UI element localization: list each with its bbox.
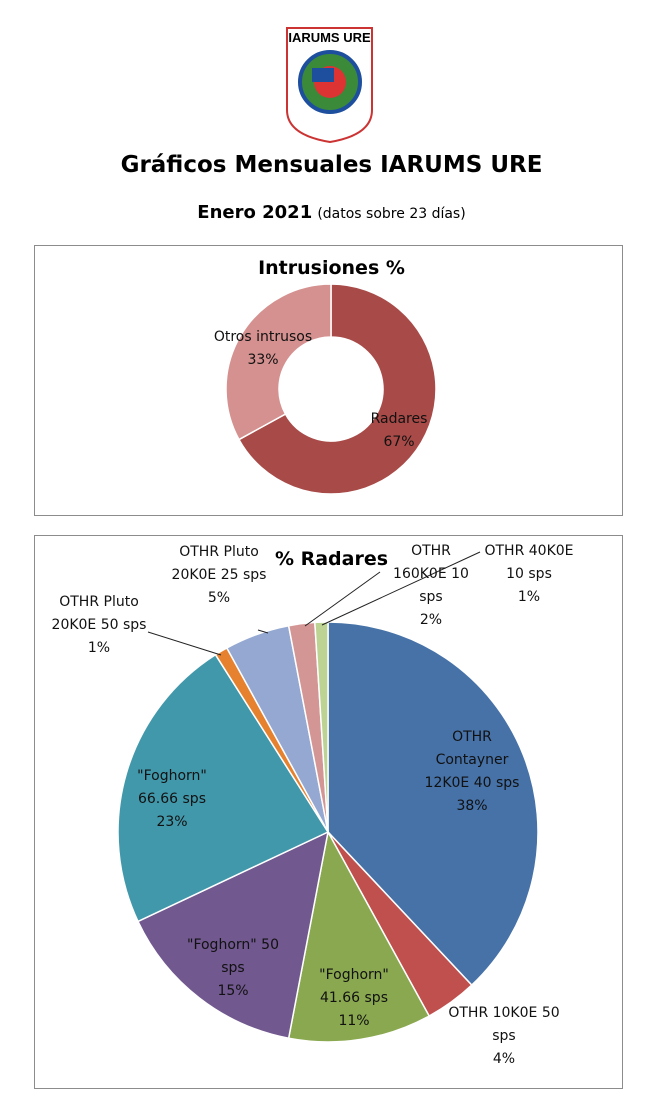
category-label: OTHR Pluto 20K0E 50 sps <box>51 594 147 633</box>
data-label: Radares 67% <box>368 408 430 454</box>
value-label: 5% <box>207 590 231 606</box>
value-label: 67% <box>383 434 415 450</box>
category-label: Otros intrusos <box>213 329 313 345</box>
chart-frame <box>34 535 623 1089</box>
leader-line <box>304 571 381 627</box>
leader-line <box>147 631 222 656</box>
slice <box>287 829 431 1043</box>
chart-title: Intrusiones % <box>258 257 405 279</box>
leader-line <box>321 551 481 626</box>
data-label: "Foghorn" 41.66 sps 11% <box>309 964 399 1033</box>
category-label: OTHR 40K0E 10 sps <box>484 543 574 582</box>
category-label: OTHR 160K0E 10 sps <box>393 543 469 605</box>
category-label: OTHR Pluto 20K0E 25 sps <box>171 544 267 583</box>
chart-title: % Radares <box>274 548 389 570</box>
slice <box>136 830 330 1040</box>
value-label: 1% <box>87 640 111 656</box>
data-label: OTHR Contayner 12K0E 40 sps 38% <box>416 726 528 818</box>
value-label: 11% <box>338 1013 370 1029</box>
slice <box>117 653 330 923</box>
data-label: "Foghorn" 50 sps 15% <box>177 934 289 1003</box>
data-label: OTHR 40K0E 10 sps 1% <box>476 540 582 609</box>
category-label: "Foghorn" 50 sps <box>187 937 279 976</box>
chart-frame <box>34 245 623 516</box>
data-label: OTHR Pluto 20K0E 50 sps 1% <box>43 591 155 660</box>
data-label: OTHR Pluto 20K0E 25 sps 5% <box>163 541 275 610</box>
note: (datos sobre 23 días) <box>317 206 466 222</box>
data-label: Otros intrusos 33% <box>198 326 328 372</box>
page-title: Gráficos Mensuales IARUMS URE <box>120 152 543 178</box>
value-label: 1% <box>517 589 541 605</box>
period: Enero 2021 <box>197 202 313 223</box>
data-label: "Foghorn" 66.66 sps 23% <box>127 765 217 834</box>
slice <box>327 621 539 987</box>
data-label: OTHR 10K0E 50 sps 4% <box>448 1002 560 1071</box>
value-label: 15% <box>217 983 249 999</box>
slice <box>225 283 332 441</box>
category-label: OTHR Contayner 12K0E 40 sps <box>424 729 520 791</box>
category-label: Radares <box>370 411 428 427</box>
value-label: 33% <box>247 352 279 368</box>
category-label: OTHR 10K0E 50 sps <box>448 1005 560 1044</box>
value-label: 4% <box>492 1051 516 1067</box>
logo-text: IARUMS URE <box>288 30 371 45</box>
subtitle: Enero 2021 (datos sobre 23 días) <box>0 202 663 223</box>
data-label: OTHR 160K0E 10 sps 2% <box>392 540 470 632</box>
slice <box>237 283 437 495</box>
category-label: "Foghorn" 41.66 sps <box>319 967 389 1006</box>
value-label: 23% <box>156 814 188 830</box>
value-label: 38% <box>456 798 488 814</box>
value-label: 2% <box>419 612 443 628</box>
leader-line <box>257 629 269 634</box>
category-label: "Foghorn" 66.66 sps <box>137 768 207 807</box>
logo <box>286 27 373 144</box>
